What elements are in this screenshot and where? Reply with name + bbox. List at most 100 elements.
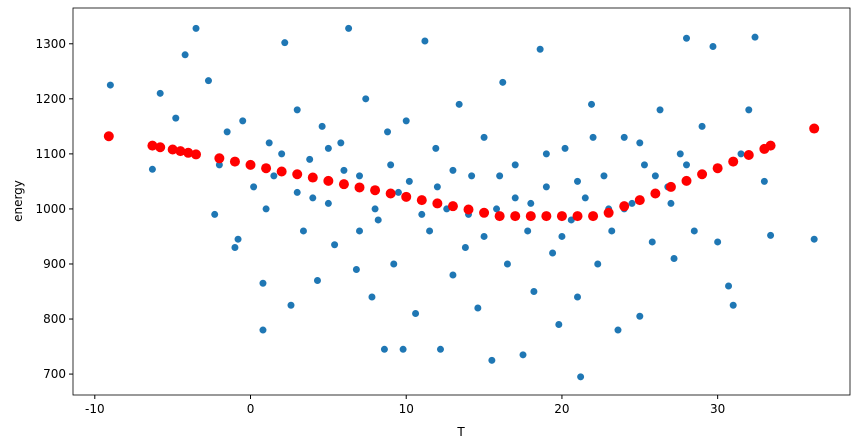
scatter-point xyxy=(542,183,550,191)
scatter-point xyxy=(728,156,739,167)
scatter-point xyxy=(172,114,180,122)
scatter-point xyxy=(287,301,295,309)
scatter-point xyxy=(461,243,469,251)
scatter-point xyxy=(167,144,178,155)
scatter-point xyxy=(603,207,614,218)
scatter-point xyxy=(737,150,745,158)
scatter-point xyxy=(261,163,272,174)
scatter-point xyxy=(634,195,645,206)
scatter-point xyxy=(449,271,457,279)
scatter-point xyxy=(676,150,684,158)
scatter-point xyxy=(345,24,353,32)
scatter-point xyxy=(577,373,585,381)
scatter-point xyxy=(670,254,678,262)
scatter-point xyxy=(250,183,258,191)
scatter-point xyxy=(628,199,636,207)
scatter-point xyxy=(555,321,563,329)
scatter-point xyxy=(581,194,589,202)
scatter-point xyxy=(103,131,114,142)
scatter-point xyxy=(259,279,267,287)
scatter-point xyxy=(572,211,583,222)
scatter-point xyxy=(697,169,708,180)
y-tick-label: 1300 xyxy=(35,37,66,51)
scatter-point xyxy=(455,100,463,108)
scatter-point xyxy=(494,211,505,222)
scatter-point xyxy=(324,144,332,152)
y-tick-label: 1200 xyxy=(35,92,66,106)
scatter-point xyxy=(463,204,474,215)
scatter-point xyxy=(402,117,410,125)
scatter-point xyxy=(380,345,388,353)
scatter-point xyxy=(433,183,441,191)
scatter-point xyxy=(525,211,536,222)
scatter-point xyxy=(681,175,692,186)
scatter-point xyxy=(436,345,444,353)
scatter-point xyxy=(519,351,527,359)
scatter-point xyxy=(223,128,231,136)
y-tick-label: 900 xyxy=(43,257,66,271)
scatter-point xyxy=(510,211,521,222)
scatter-point xyxy=(231,243,239,251)
scatter-point xyxy=(399,345,407,353)
scatter-point xyxy=(541,211,552,222)
scatter-point xyxy=(449,166,457,174)
scatter-point xyxy=(574,177,582,185)
scatter-point xyxy=(293,188,301,196)
scatter-point xyxy=(656,106,664,114)
scatter-point xyxy=(488,356,496,364)
plot-frame xyxy=(72,7,851,396)
scatter-point xyxy=(371,205,379,213)
scatter-point xyxy=(698,122,706,130)
scatter-point xyxy=(574,293,582,301)
scatter-point xyxy=(293,106,301,114)
scatter-point xyxy=(278,150,286,158)
scatter-point xyxy=(374,216,382,224)
scatter-point xyxy=(468,172,476,180)
scatter-point xyxy=(480,232,488,240)
scatter-point xyxy=(760,177,768,185)
scatter-point xyxy=(648,238,656,246)
scatter-point xyxy=(608,227,616,235)
scatter-point xyxy=(390,260,398,268)
scatter-point xyxy=(503,260,511,268)
scatter-point xyxy=(651,172,659,180)
scatter-point xyxy=(211,210,219,218)
scatter-point xyxy=(499,78,507,86)
scatter-point xyxy=(352,265,360,273)
scatter-point xyxy=(558,232,566,240)
scatter-point xyxy=(265,139,273,147)
scatter-point xyxy=(479,207,490,218)
scatter-point xyxy=(765,140,776,151)
x-axis-label: T xyxy=(456,425,465,439)
scatter-point xyxy=(155,142,166,153)
scatter-point xyxy=(340,166,348,174)
scatter-point xyxy=(496,172,504,180)
scatter-point xyxy=(480,133,488,141)
scatter-point xyxy=(356,172,364,180)
scatter-point xyxy=(337,139,345,147)
x-tick-label: 10 xyxy=(399,402,414,416)
scatter-point xyxy=(384,128,392,136)
scatter-point xyxy=(234,235,242,243)
scatter-point xyxy=(511,194,519,202)
scatter-point xyxy=(524,227,532,235)
scatter-point xyxy=(743,149,754,160)
scatter-point xyxy=(229,156,240,167)
scatter-point xyxy=(542,150,550,158)
scatter-point xyxy=(147,140,158,151)
scatter-point xyxy=(214,153,225,164)
scatter-point xyxy=(665,181,676,192)
scatter-point xyxy=(767,231,775,239)
scatter-point xyxy=(636,312,644,320)
scatter-point xyxy=(683,161,691,169)
scatter-point xyxy=(276,166,287,177)
scatter-point xyxy=(299,227,307,235)
scatter-point xyxy=(712,163,723,174)
scatter-point xyxy=(432,198,443,209)
scatter-point xyxy=(561,144,569,152)
scatter-point xyxy=(239,117,247,125)
x-tick-label: -10 xyxy=(85,402,105,416)
scatter-point xyxy=(362,95,370,103)
scatter-point xyxy=(306,155,314,163)
scatter-point xyxy=(549,249,557,257)
